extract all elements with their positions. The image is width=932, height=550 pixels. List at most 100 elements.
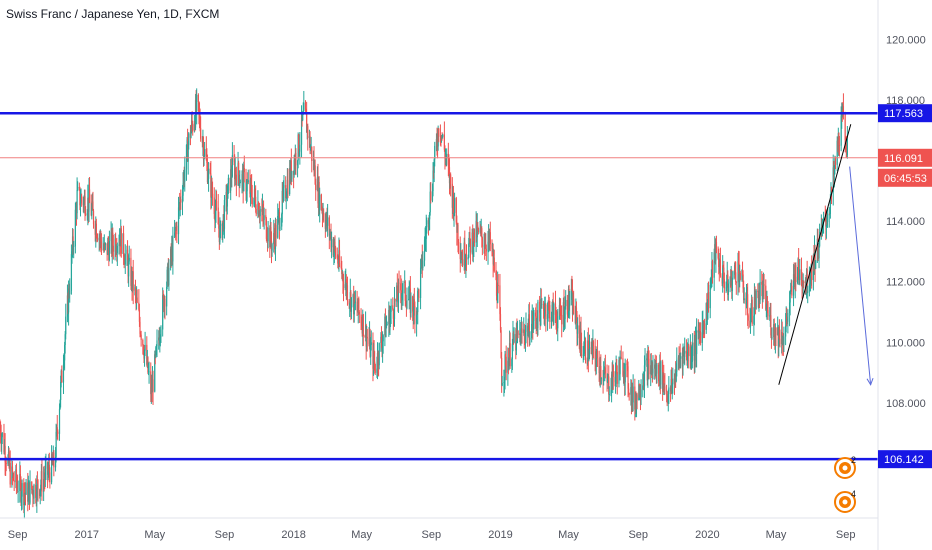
candle-body bbox=[747, 294, 749, 316]
candle-body bbox=[223, 199, 226, 229]
candle-body bbox=[358, 298, 360, 313]
candle-body bbox=[610, 390, 612, 395]
candle-body bbox=[366, 336, 368, 339]
candle-body bbox=[803, 282, 805, 284]
candle-body bbox=[265, 218, 268, 239]
candle-body bbox=[400, 290, 402, 299]
candle-body bbox=[247, 180, 249, 183]
candle-body bbox=[779, 338, 781, 345]
candle-body bbox=[710, 280, 712, 285]
candle-body bbox=[563, 302, 565, 324]
candle-body bbox=[830, 187, 832, 201]
candle-body bbox=[798, 258, 800, 273]
candle-body bbox=[580, 343, 583, 356]
candle-body bbox=[300, 115, 303, 145]
candle-body bbox=[211, 180, 213, 194]
candle-body bbox=[583, 343, 585, 354]
candle-body bbox=[394, 298, 396, 302]
candle-body bbox=[833, 166, 835, 175]
candle-body bbox=[775, 327, 777, 336]
candle-body bbox=[491, 244, 493, 249]
candle-body bbox=[405, 300, 407, 305]
candle-body bbox=[346, 285, 349, 302]
candle-body bbox=[84, 196, 86, 215]
current-price-badge-label: 116.091 bbox=[884, 153, 923, 165]
candle-body bbox=[20, 480, 22, 502]
candle-body bbox=[134, 287, 137, 293]
candle-body bbox=[425, 238, 427, 240]
candle-body bbox=[112, 245, 114, 252]
candle-body bbox=[390, 305, 392, 313]
candle-body bbox=[313, 159, 315, 172]
candle-body bbox=[336, 255, 338, 258]
candle-body bbox=[592, 341, 594, 356]
candle-body bbox=[626, 364, 629, 367]
candle-body bbox=[3, 433, 5, 453]
candle-body bbox=[13, 474, 15, 481]
candle-body bbox=[385, 324, 387, 337]
candle-body bbox=[62, 364, 65, 383]
candle-body bbox=[778, 326, 780, 339]
candle-body bbox=[333, 249, 335, 256]
candle-body bbox=[718, 258, 720, 268]
candle-body bbox=[420, 260, 422, 268]
candle-body bbox=[432, 170, 434, 192]
candle-body bbox=[197, 94, 199, 102]
candle-body bbox=[402, 282, 404, 294]
candle-body bbox=[723, 279, 725, 289]
candle-body bbox=[569, 299, 571, 306]
candle-body bbox=[520, 328, 522, 345]
candle-body bbox=[61, 370, 63, 383]
candle-body bbox=[540, 299, 542, 305]
candle-body bbox=[382, 335, 384, 342]
candle-body bbox=[513, 334, 515, 343]
candle-body bbox=[57, 431, 59, 434]
candle-body bbox=[298, 134, 300, 154]
candle-body bbox=[771, 337, 773, 338]
candle-body bbox=[715, 242, 718, 253]
candle-body bbox=[741, 269, 744, 275]
candle-body bbox=[690, 346, 692, 361]
candle-body bbox=[338, 250, 341, 264]
candle-body bbox=[616, 364, 618, 372]
candle-body bbox=[685, 350, 688, 357]
candle-body bbox=[35, 484, 37, 498]
candle-body bbox=[675, 371, 677, 382]
candle-body bbox=[750, 311, 752, 318]
y-tick-label: 112.000 bbox=[886, 277, 925, 289]
candle-body bbox=[524, 332, 527, 342]
candle-body bbox=[477, 225, 479, 228]
current-price-badge bbox=[878, 148, 932, 167]
candle-body bbox=[559, 305, 561, 308]
candle-body bbox=[531, 323, 533, 339]
candle-body bbox=[759, 281, 761, 301]
candle-body bbox=[168, 267, 170, 286]
candle-body bbox=[289, 168, 291, 195]
price-level-badge bbox=[878, 104, 932, 123]
candle-body bbox=[592, 341, 595, 346]
candle-body bbox=[265, 215, 267, 219]
candle-body bbox=[360, 314, 362, 324]
candle-body bbox=[257, 203, 260, 216]
candle-body bbox=[472, 246, 474, 254]
candle-body bbox=[762, 285, 764, 300]
candle-body bbox=[218, 224, 220, 229]
candle-body bbox=[108, 241, 110, 261]
candle-body bbox=[238, 162, 240, 176]
candle-body bbox=[603, 373, 605, 382]
candle-body bbox=[751, 299, 753, 324]
candle-body bbox=[573, 298, 575, 313]
candle-body bbox=[231, 155, 233, 177]
candle-body bbox=[765, 285, 767, 310]
candle-body bbox=[245, 172, 247, 194]
candle-body bbox=[433, 159, 435, 173]
candle-body bbox=[21, 483, 23, 497]
candle-body bbox=[727, 283, 729, 295]
candle-body bbox=[103, 243, 105, 250]
candle-body bbox=[115, 238, 117, 252]
candle-body bbox=[373, 350, 375, 362]
candle-body bbox=[401, 294, 403, 299]
candle-body bbox=[238, 175, 240, 187]
candle-body bbox=[406, 300, 408, 308]
